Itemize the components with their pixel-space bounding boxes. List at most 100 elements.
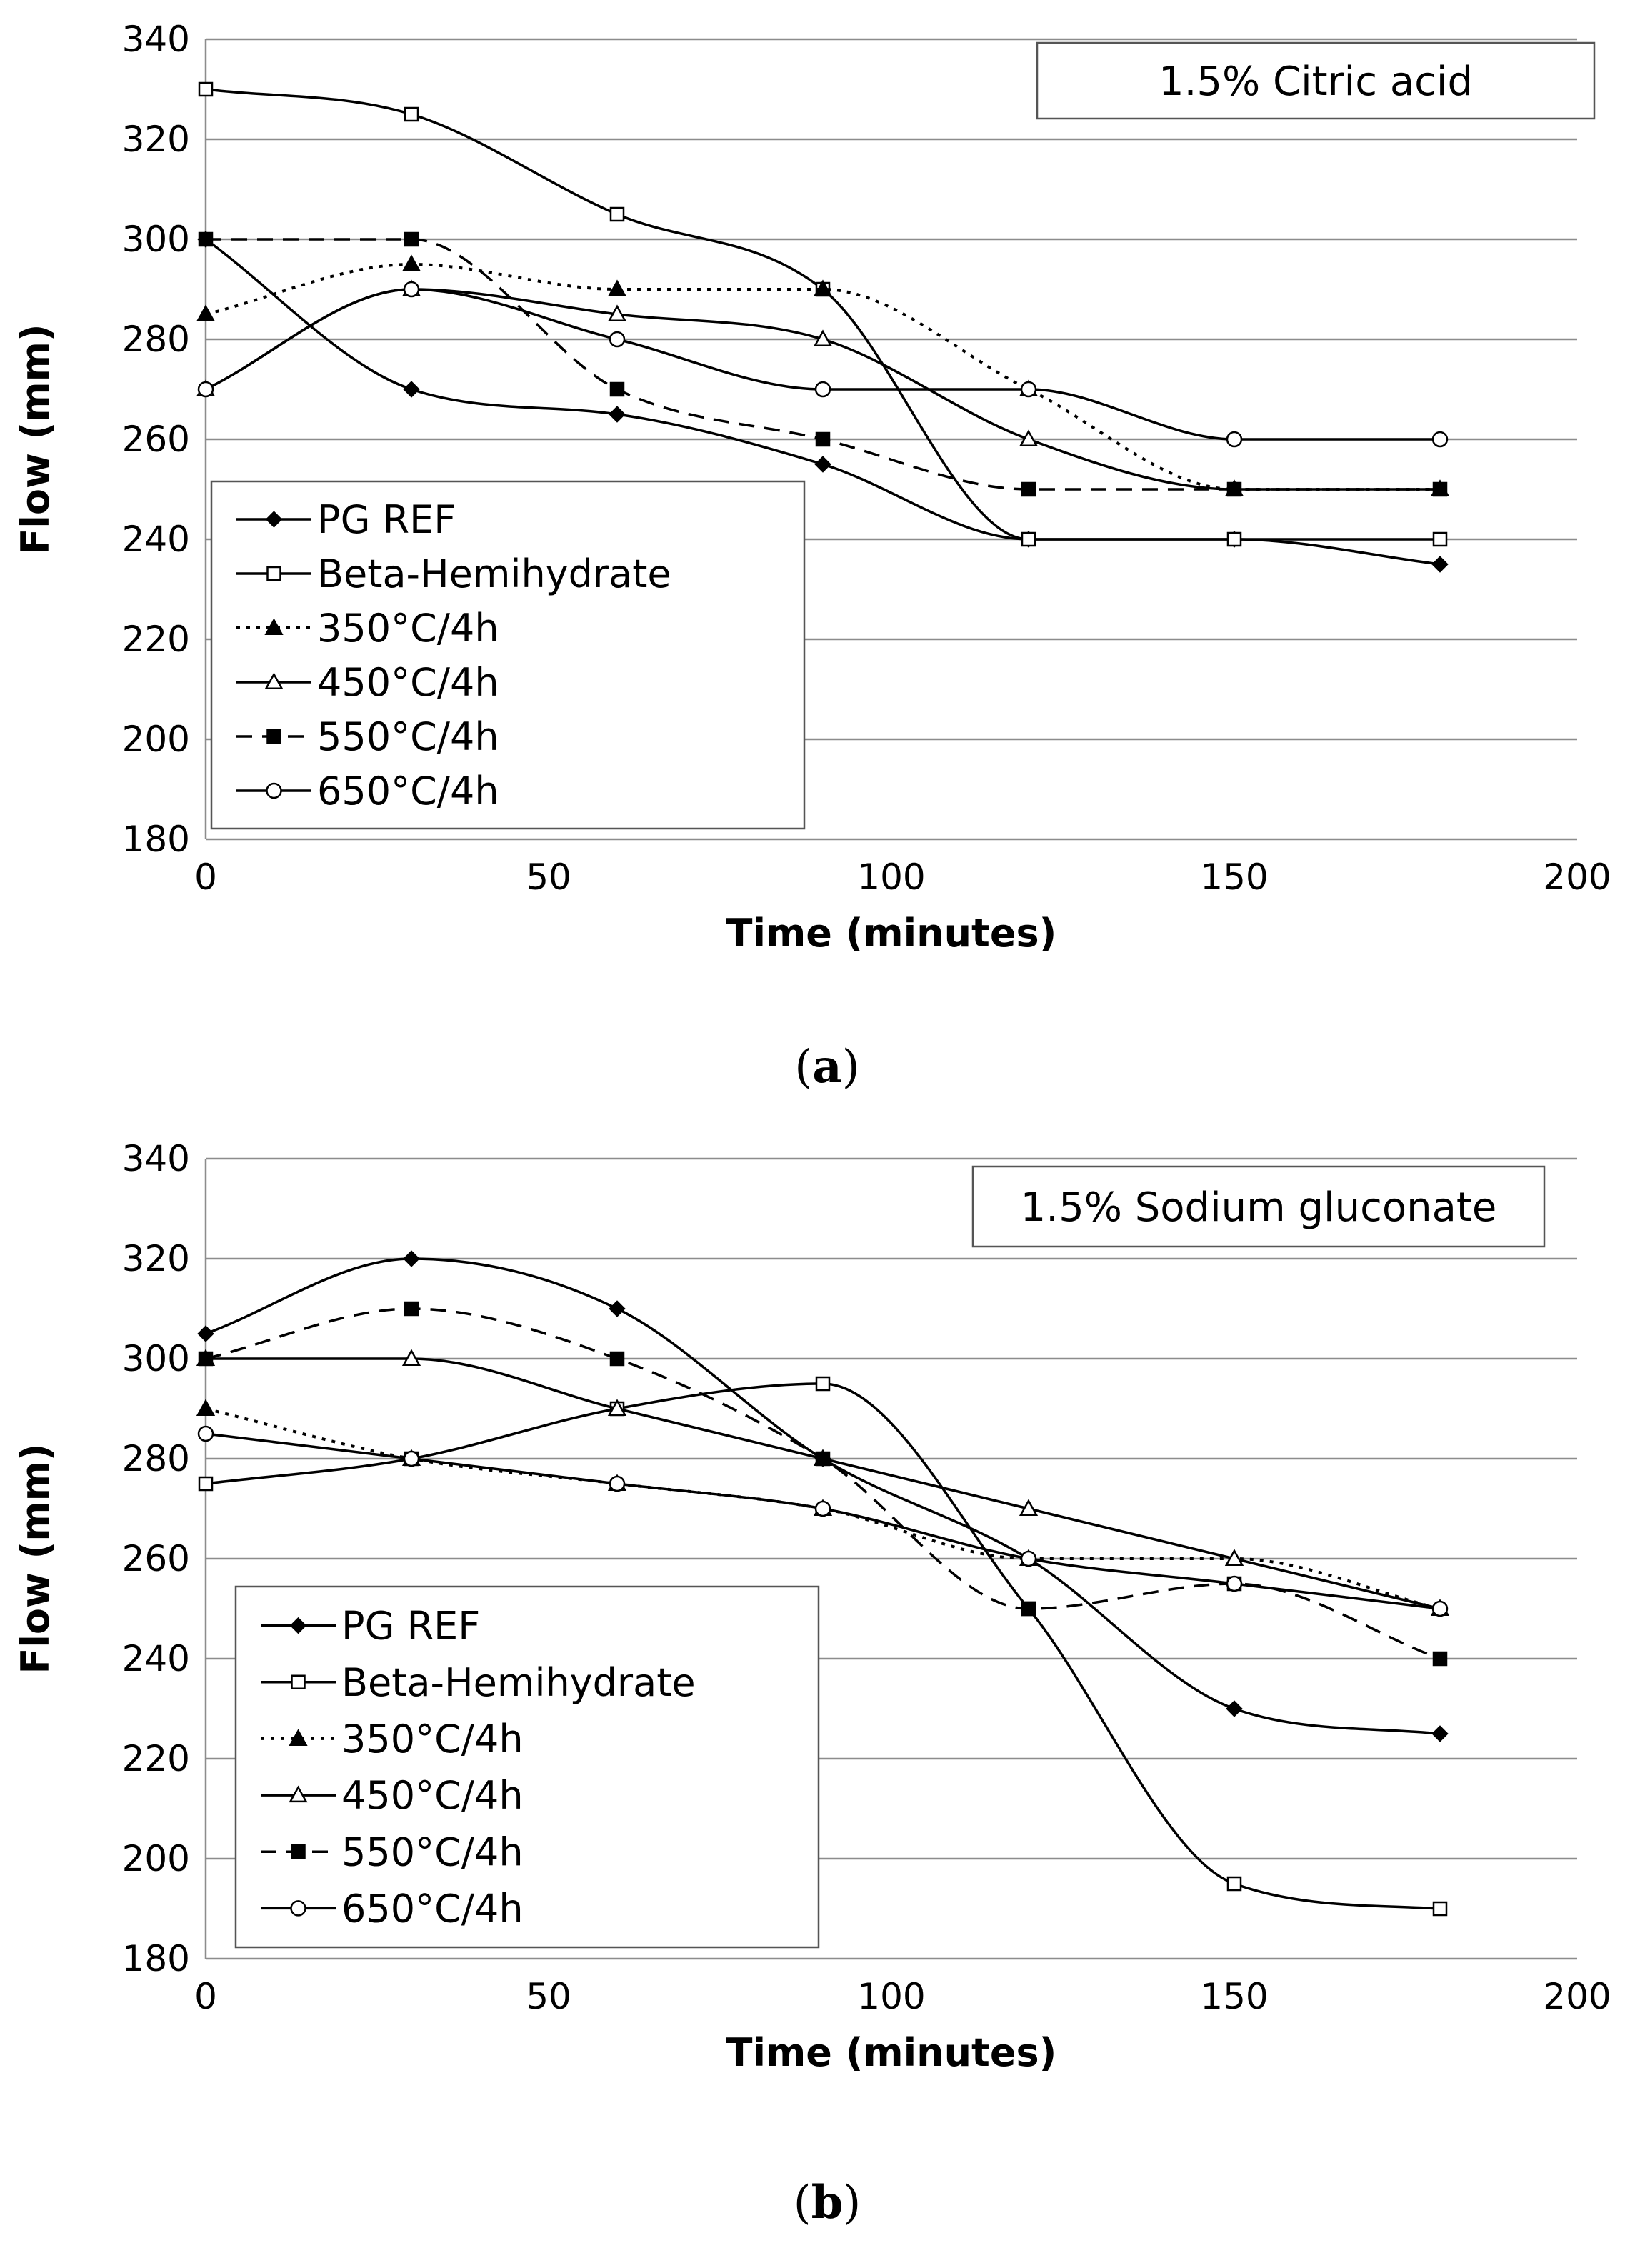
x-tick-label: 50 [526,856,571,898]
data-point-5 [1020,381,1037,398]
y-tick-label: 340 [122,19,190,60]
y-tick-label: 300 [122,219,190,260]
legend-swatch-marker [289,1729,308,1746]
y-tick-label: 320 [122,1238,190,1279]
data-point-5 [403,281,420,298]
legend-label: 650°C/4h [317,769,499,814]
legend-label: 650°C/4h [341,1886,524,1931]
legend-swatch-marker [266,729,281,744]
legend-label: PG REF [341,1604,480,1649]
data-point-5 [814,381,831,398]
series-line-3 [205,1357,1441,1610]
legend-swatch-marker [291,1844,306,1859]
chart-a: 180 200 220 240 260 280 300 320 340 0 50 100 150 200 T… [13,19,1611,1094]
legend-label: 550°C/4h [341,1829,524,1874]
legend-label: PG REF [317,497,456,542]
data-point-5 [197,381,214,398]
y-tick-label: 180 [122,819,190,860]
x-tick-label: 0 [194,856,217,898]
legend-swatch-marker [291,1674,306,1689]
data-point-5 [1020,1550,1037,1567]
x-axis-title: Time (minutes) [726,2030,1057,2075]
legend-swatch-marker [264,618,284,636]
y-tick-label: 260 [122,1538,190,1579]
data-point-2 [813,279,833,297]
y-tick-label: 200 [122,1838,190,1879]
y-tick-label: 300 [122,1338,190,1379]
panel-label: (a) [794,1040,859,1094]
y-tick-label: 280 [122,1438,190,1479]
legend-box [234,1585,820,1949]
annotation-box [1036,41,1596,120]
legend-label: 450°C/4h [317,660,499,705]
legend-label: Beta-Hemihydrate [317,551,671,596]
data-point-3 [401,1349,421,1367]
annotation-text: 1.5% Sodium gluconate [1021,1184,1497,1231]
series-line-2 [205,262,1440,491]
x-tick-label: 100 [857,856,925,898]
data-point-5 [1431,1600,1449,1617]
x-tick-label: 50 [526,1976,571,2017]
y-tick-label: 320 [122,119,190,160]
x-tick-label: 150 [1200,856,1268,898]
x-tick-label: 100 [857,1976,925,2017]
data-point-0 [814,456,831,473]
panel-label: (b) [794,2176,861,2229]
data-point-0 [1431,1725,1449,1742]
data-point-5 [403,1450,420,1467]
data-point-2 [196,1399,216,1417]
data-point-3 [607,1399,627,1417]
x-tick-label: 0 [194,1976,217,2017]
y-tick-label: 200 [122,719,190,760]
data-point-4 [1432,481,1448,497]
data-point-1 [1226,531,1242,547]
data-point-0 [609,406,626,423]
data-point-4 [815,431,831,447]
data-point-4 [609,381,625,397]
data-point-2 [401,254,421,272]
data-point-0 [197,1325,214,1342]
data-point-1 [1226,1876,1242,1892]
legend-label: 450°C/4h [341,1773,524,1818]
data-point-4 [1021,1601,1036,1617]
y-tick-label: 240 [122,519,190,560]
y-tick-label: 240 [122,1638,190,1679]
data-point-4 [1432,1651,1448,1667]
data-point-0 [1226,1700,1243,1717]
data-point-1 [198,1476,214,1492]
data-point-4 [404,231,419,247]
data-point-0 [1431,556,1449,573]
data-point-3 [607,304,627,322]
data-point-5 [1226,1575,1243,1592]
annotation-box [971,1165,1546,1248]
annotation-text: 1.5% Citric acid [1159,59,1473,105]
legend-label: 350°C/4h [317,606,499,651]
data-point-4 [609,1351,625,1367]
y-axis-title: Flow (mm) [13,324,58,554]
data-point-5 [609,331,626,348]
legend-swatch-marker [290,1900,306,1917]
legend-swatch-marker [265,511,283,528]
data-point-4 [1021,481,1036,497]
data-point-1 [609,206,625,222]
data-point-1 [815,1376,831,1392]
data-point-2 [196,304,216,322]
y-tick-label: 220 [122,619,190,660]
legend-swatch-marker [266,566,281,581]
data-point-5 [1431,431,1449,448]
chart-b: 180 200 220 240 260 280 300 320 340 0 50 100 150 200 T… [13,1138,1611,2229]
panel-letter: b [811,2176,844,2229]
data-point-1 [198,81,214,97]
legend-label: 550°C/4h [317,714,499,759]
panel-letter: a [812,1040,841,1094]
x-tick-label: 150 [1200,1976,1268,2017]
y-tick-label: 280 [122,319,190,360]
legend-label: Beta-Hemihydrate [341,1660,696,1705]
y-tick-label: 220 [122,1738,190,1779]
legend-box [210,480,806,830]
data-point-0 [403,1250,420,1267]
data-point-5 [609,1475,626,1492]
data-point-4 [815,1451,831,1467]
data-point-3 [1224,1549,1244,1567]
